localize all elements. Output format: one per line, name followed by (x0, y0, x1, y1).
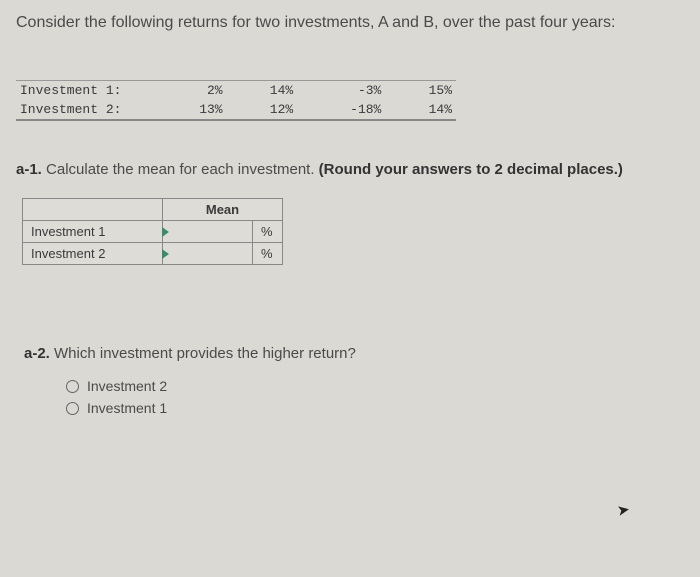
cell: 14% (385, 100, 456, 120)
radio-group: Investment 2 Investment 1 (66, 378, 684, 416)
input-marker-icon (162, 249, 169, 259)
returns-table: Investment 1: 2% 14% -3% 15% Investment … (16, 80, 456, 121)
radio-option-investment-1[interactable]: Investment 1 (66, 400, 684, 416)
question-text: Consider the following returns for two i… (16, 14, 684, 32)
a2-prefix: a-2. (24, 345, 50, 362)
mean-table: Mean Investment 1 % Investment 2 % (22, 198, 283, 265)
header-blank (23, 199, 163, 221)
table-row: Investment 2 % (23, 243, 283, 265)
radio-option-investment-2[interactable]: Investment 2 (66, 378, 684, 394)
radio-icon (66, 380, 79, 393)
a2-label: a-2. Which investment provides the highe… (24, 345, 684, 362)
unit-cell: % (253, 221, 283, 243)
cell: 13% (156, 100, 227, 120)
data-table-container: Investment 1: 2% 14% -3% 15% Investment … (16, 80, 684, 121)
cell: 2% (156, 81, 227, 101)
table-row: Investment 1 % (23, 221, 283, 243)
table-row: Investment 2: 13% 12% -18% 14% (16, 100, 456, 120)
table-row: Investment 1: 2% 14% -3% 15% (16, 81, 456, 101)
mean-input-cell[interactable] (163, 221, 253, 243)
radio-icon (66, 402, 79, 415)
row-label: Investment 2: (16, 100, 156, 120)
table-header-row: Mean (23, 199, 283, 221)
radio-label: Investment 1 (87, 400, 167, 416)
cell: -18% (297, 100, 385, 120)
mean-input-cell[interactable] (163, 243, 253, 265)
row-label: Investment 1 (23, 221, 163, 243)
input-marker-icon (162, 227, 169, 237)
a1-text: Calculate the mean for each investment. (42, 161, 319, 178)
header-mean: Mean (163, 199, 283, 221)
cell: 14% (227, 81, 298, 101)
a2-section: a-2. Which investment provides the highe… (16, 345, 684, 416)
a1-prefix: a-1. (16, 161, 42, 178)
unit-cell: % (253, 243, 283, 265)
row-label: Investment 1: (16, 81, 156, 101)
radio-label: Investment 2 (87, 378, 167, 394)
cell: -3% (297, 81, 385, 101)
cell: 12% (227, 100, 298, 120)
a1-bold: (Round your answers to 2 decimal places.… (319, 161, 623, 178)
a2-text: Which investment provides the higher ret… (50, 345, 356, 362)
a1-label: a-1. Calculate the mean for each investm… (16, 161, 684, 178)
cursor-icon: ➤ (616, 500, 632, 520)
row-label: Investment 2 (23, 243, 163, 265)
cell: 15% (385, 81, 456, 101)
